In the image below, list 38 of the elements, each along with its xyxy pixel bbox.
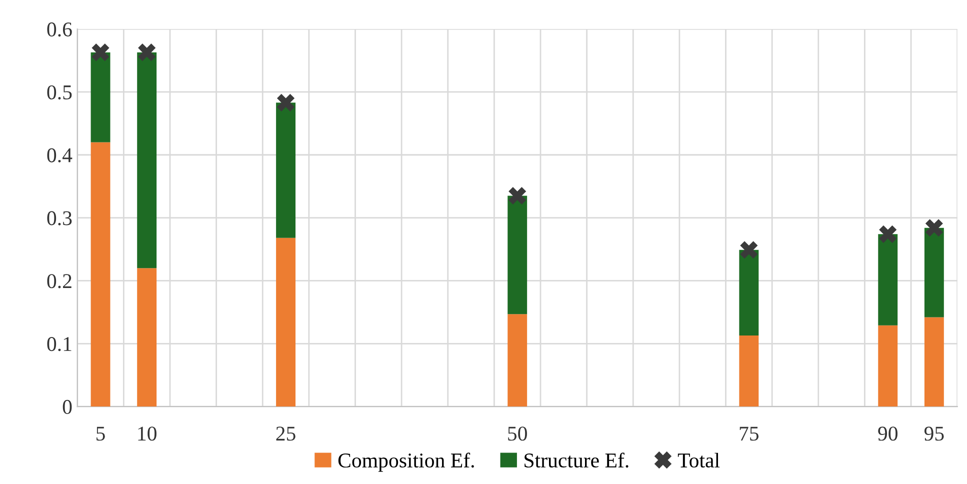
bar (90, 142, 110, 407)
bar (878, 325, 898, 407)
bar (508, 196, 528, 314)
point (508, 186, 526, 205)
bar (739, 250, 759, 336)
bar (90, 52, 110, 142)
legend-label: Structure Ef. (524, 452, 628, 468)
bar (508, 314, 528, 407)
bar (137, 268, 157, 407)
x-tick-label: 95 (924, 426, 944, 441)
point (92, 44, 110, 62)
x-tick-label: 90 (878, 426, 898, 441)
x-tick-label: 50 (508, 426, 527, 441)
legend-label: Composition Ef. (338, 452, 474, 472)
bar (137, 52, 157, 268)
point (138, 44, 156, 62)
point (276, 94, 295, 112)
y-tick-label: 0.1 (47, 337, 72, 352)
bar (924, 228, 944, 318)
bar (276, 102, 296, 238)
x-tick-label: 75 (740, 426, 759, 441)
bar (878, 234, 898, 326)
y-tick-label: 0.4 (47, 148, 72, 162)
y-tick-label: 0.2 (47, 274, 72, 288)
point (740, 241, 758, 259)
y-tick-label: 0.5 (47, 85, 72, 100)
bar (924, 317, 944, 407)
x-tick-label: 25 (276, 426, 296, 441)
legend-label: Total (678, 452, 720, 468)
point (879, 225, 897, 243)
x-tick-label: 10 (138, 426, 156, 441)
y-tick-label: 0.3 (47, 211, 72, 226)
point (925, 219, 943, 237)
y-tick-label: 0.6 (47, 22, 72, 37)
bar (276, 238, 296, 407)
x-tick-label: 5 (96, 426, 105, 441)
bar (739, 335, 759, 407)
y-tick-label: 0 (62, 400, 72, 414)
